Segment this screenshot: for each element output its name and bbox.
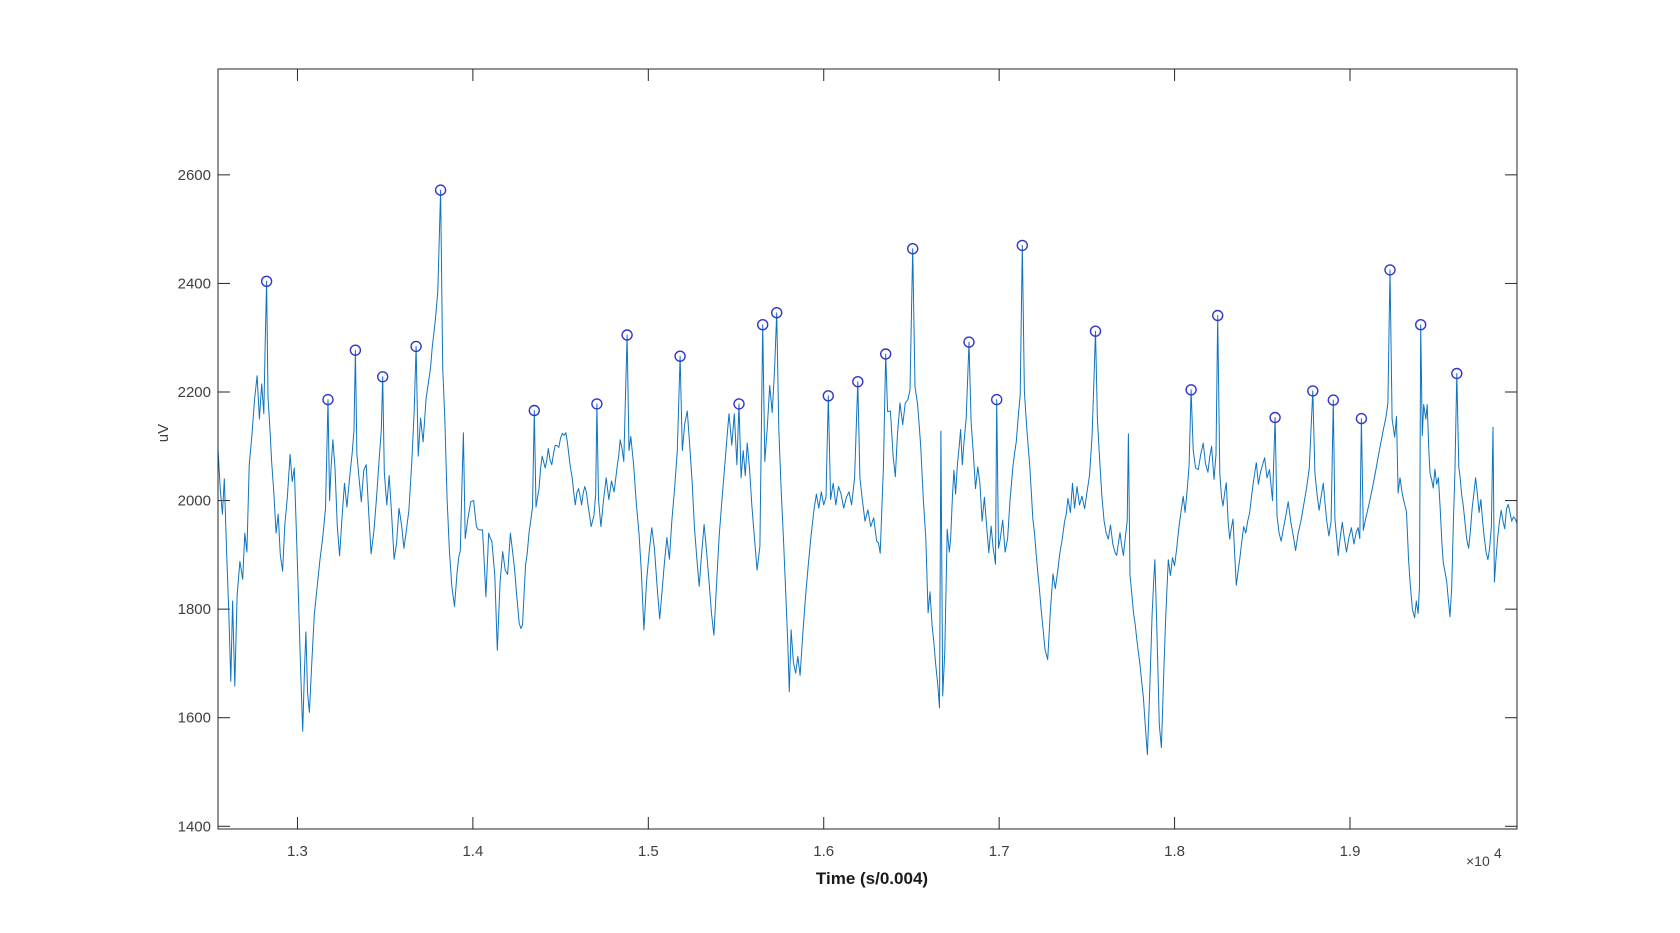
peak-marker-circle xyxy=(880,348,892,360)
peak-marker-circle xyxy=(733,398,745,410)
peak-marker-circle xyxy=(1016,239,1028,252)
x-tick-label: 1.5 xyxy=(638,843,659,860)
signal-trace xyxy=(217,189,1518,756)
x-tick-label: 1.7 xyxy=(989,843,1010,860)
x-tick-label: 1.9 xyxy=(1340,843,1361,860)
peak-marker-circle xyxy=(1185,384,1197,396)
peak-marker-circle xyxy=(377,371,389,383)
peak-marker-circle xyxy=(1327,394,1340,406)
peak-markers xyxy=(260,184,1463,425)
peak-marker-circle xyxy=(410,340,422,353)
signal-line xyxy=(217,189,1518,756)
y-axis-label: uV xyxy=(155,424,172,442)
peak-marker-circle xyxy=(907,242,919,255)
y-tick-label: 1800 xyxy=(178,601,211,618)
peak-marker-circle xyxy=(1355,412,1368,425)
x-tick-label: 1.3 xyxy=(287,843,308,860)
axes-box xyxy=(217,68,1518,830)
y-tick-label: 2600 xyxy=(178,167,211,184)
peak-marker-circle xyxy=(963,336,975,348)
y-tick-label: 1600 xyxy=(178,710,211,727)
peak-marker-circle xyxy=(1269,411,1281,424)
x-axis-label: Time (s/0.004) xyxy=(816,869,928,888)
y-tick-label: 2200 xyxy=(178,384,211,401)
peak-marker-circle xyxy=(591,398,603,410)
peak-marker-circle xyxy=(991,393,1003,406)
peak-marker-circle xyxy=(1384,264,1396,276)
peak-marker-circle xyxy=(1414,319,1427,331)
x-tick-label: 1.4 xyxy=(462,843,483,860)
x-axis-scale-multiplier: ×10 xyxy=(1466,853,1490,869)
plot-area xyxy=(218,69,1517,829)
peak-marker-circle xyxy=(528,404,540,417)
y-tick-label: 2400 xyxy=(178,275,211,292)
peak-marker-circle xyxy=(852,376,864,388)
peak-marker-circle xyxy=(260,275,273,287)
peak-marker-circle xyxy=(434,184,447,196)
peak-marker-circle xyxy=(1089,325,1102,337)
x-tick-label: 1.6 xyxy=(813,843,834,860)
peak-marker-circle xyxy=(621,329,633,341)
peak-marker-circle xyxy=(771,307,783,319)
peak-marker-circle xyxy=(1211,309,1224,322)
peak-marker-circle xyxy=(822,390,834,402)
peak-marker-circle xyxy=(674,350,686,362)
y-tick-label: 1400 xyxy=(178,818,211,835)
x-axis-scale-exponent: 4 xyxy=(1494,845,1502,861)
peak-marker-circle xyxy=(757,319,769,331)
y-tick-label: 2000 xyxy=(178,493,211,510)
axis-ticks: 1.3 1.4 1.5 1.6 1.7 1.8 1.9 1400 1600 1800 2000 220… xyxy=(178,69,1517,860)
peak-marker-circle xyxy=(1307,385,1319,397)
peak-marker-circle xyxy=(1451,367,1463,380)
x-tick-label: 1.8 xyxy=(1164,843,1185,860)
peak-marker-circle xyxy=(322,393,334,406)
peak-marker-circle xyxy=(349,344,362,356)
